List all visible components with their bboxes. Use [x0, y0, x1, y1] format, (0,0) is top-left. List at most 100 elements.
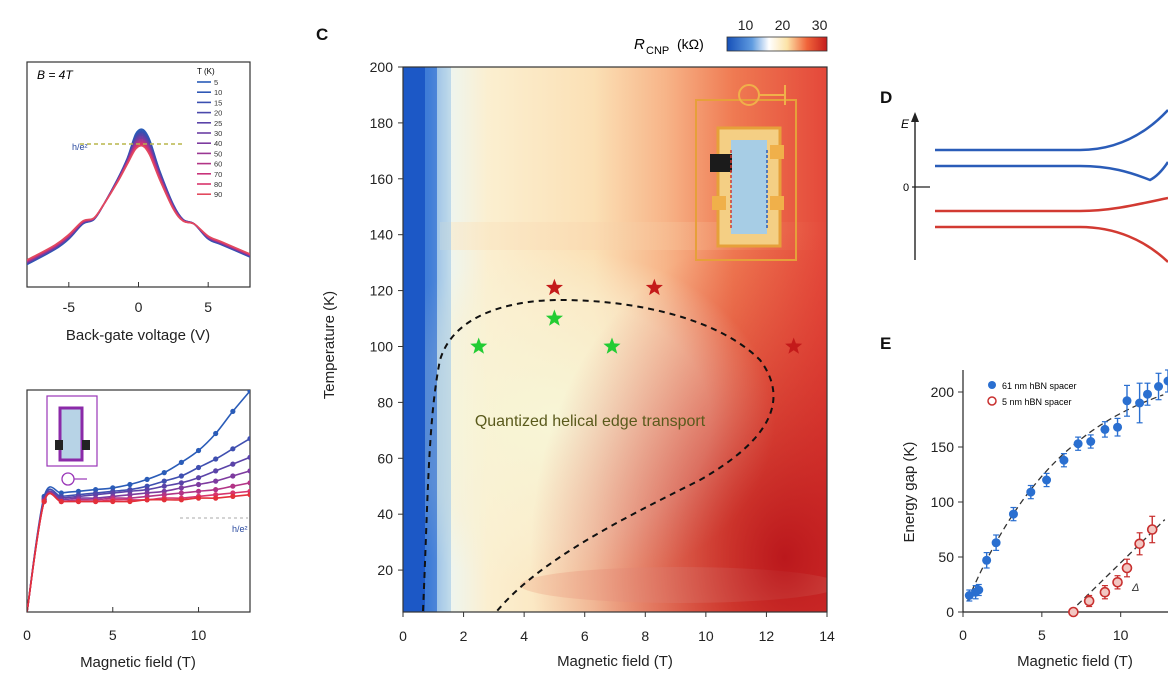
panel-c-colorbar-ramp: [726, 36, 828, 52]
panel-c-colorbar-tick-label: 20: [775, 17, 791, 33]
panel-b-point: [161, 470, 167, 476]
panel-b-point: [230, 446, 236, 452]
panel-a-legend-entry: 90: [214, 190, 222, 199]
panel-b-device-inset-icon: [46, 395, 98, 486]
panel-e-point-5nm: [1099, 586, 1111, 598]
panel-c-green-star: [603, 337, 621, 354]
panel-c-region-label: Quantized helical edge transport: [475, 413, 706, 430]
panel-d-lower-band-1: [935, 196, 1168, 213]
panel-b-point: [195, 495, 202, 501]
panel-a-legend-entry: 15: [214, 98, 222, 107]
panel-e-point-61nm: [1059, 455, 1069, 465]
panel-b-point: [75, 498, 82, 505]
panel-e-point-5nm: [1121, 562, 1133, 574]
panel-e-point-61nm: [1073, 439, 1083, 449]
panel-e-legend-label-61nm: 61 nm hBN spacer: [1002, 381, 1077, 391]
panel-d-upper-band-1: [935, 109, 1168, 152]
panel-e-x-tick-label: 0: [959, 627, 967, 643]
panel-b-curve: [27, 437, 250, 612]
panel-b-point: [230, 493, 236, 499]
panel-b-point: [144, 476, 150, 482]
panel-b-x-tick-label: 10: [191, 627, 207, 643]
panel-c-y-tick-label: 40: [377, 506, 393, 522]
panel-b-quantized-label: h/e²: [232, 524, 248, 534]
panel-b-point: [230, 483, 236, 489]
panel-a-legend-entry: 70: [214, 170, 222, 179]
panel-b-point: [247, 492, 250, 498]
panel-b-point: [195, 464, 202, 471]
panel-a-legend-entry: 30: [214, 129, 222, 138]
panel-b-point: [213, 430, 219, 437]
panel-d-axis-arrow-icon: [911, 112, 919, 122]
panel-a-legend-entry: 80: [214, 180, 222, 189]
panel-b-point: [161, 497, 167, 503]
panel-b-point: [195, 488, 202, 494]
panel-c-red-star: [645, 278, 663, 296]
panel-c-x-tick-label: 8: [641, 628, 649, 644]
panel-e-point-5nm: [1146, 524, 1158, 535]
panel-b-point: [247, 480, 250, 486]
panel-a-legend-entry: 5: [214, 78, 218, 87]
panel-a-x-tick-label: 0: [135, 299, 143, 315]
panel-c-colorbar-tick-label: 30: [812, 17, 828, 33]
panel-b-point: [213, 478, 219, 484]
panel-e-point-61nm: [982, 555, 992, 565]
panel-b-point: [195, 447, 202, 454]
panel-c-y-tick-label: 180: [370, 115, 394, 131]
panel-c-y-tick-label: 120: [370, 283, 394, 299]
panel-c-x-tick-label: 4: [520, 628, 528, 644]
panel-e-letter: E: [880, 334, 891, 353]
panel-c-y-tick-label: 140: [370, 227, 394, 243]
panel-b-point: [213, 487, 219, 493]
panel-c-y-tick-label: 160: [370, 171, 394, 187]
panel-a-legend-entry: 20: [214, 109, 222, 118]
panel-c-colorbar: R CNP (kΩ) 10 20 30: [634, 17, 828, 57]
panel-e-point-61nm: [1026, 487, 1036, 497]
panel-a-legend-entry: 10: [214, 88, 222, 97]
panel-b-point: [213, 468, 219, 474]
panel-e-y-tick-label: 50: [938, 549, 954, 565]
panel-b-point: [110, 498, 116, 505]
panel-b-point: [230, 408, 236, 414]
panel-e-point-61nm: [1086, 437, 1096, 446]
panel-b-point: [144, 497, 150, 503]
panel-e-x-tick-label: 10: [1113, 627, 1129, 643]
panel-a-legend-entry: 40: [214, 139, 222, 148]
panel-e-x-tick-label: 5: [1038, 627, 1046, 643]
panel-c-x-axis-label: Magnetic field (T): [557, 653, 673, 670]
panel-e-fit-5nm: [1069, 519, 1166, 613]
panel-d-band-schematic: D E 0: [880, 88, 1168, 263]
panel-b-point: [230, 473, 236, 479]
panel-b-x-tick-label: 0: [23, 627, 31, 643]
panel-a-curve-90K: [27, 144, 250, 261]
panel-b-point: [247, 436, 250, 442]
panel-d-zero-label: 0: [903, 182, 909, 194]
panel-c-y-axis-label: Temperature (K): [321, 291, 338, 399]
panel-e-point-61nm: [1163, 376, 1168, 386]
panel-a-gate-sweep: B = 4T h/e² T (K) 5101520253040506070809…: [26, 61, 251, 344]
panel-e-point-61nm: [1113, 422, 1123, 432]
panel-e-fit-61nm: [967, 394, 1164, 601]
panel-d-upper-band-2: [935, 161, 1168, 182]
panel-e-point-61nm: [1135, 398, 1145, 408]
panel-a-x-tick-label: -5: [63, 299, 76, 315]
panel-c-x-tick-label: 10: [698, 628, 714, 644]
panel-c-heatmap: C Quantized helical edge transport: [316, 17, 835, 670]
panel-a-field-annotation: B = 4T: [37, 68, 74, 82]
panel-a-legend-entry: 60: [214, 160, 222, 169]
panel-c-x-tick-label: 2: [460, 628, 468, 644]
panel-b-point: [178, 459, 184, 465]
panel-e-point-61nm: [1042, 475, 1052, 485]
panel-e-y-axis-label: Energy gap (K): [901, 442, 918, 543]
panel-e-point-61nm: [1122, 396, 1132, 406]
panel-b-point: [41, 498, 47, 505]
panel-d-energy-label: E: [901, 117, 910, 131]
panel-c-green-star: [545, 309, 563, 326]
panel-e-legend: 61 nm hBN spacer 5 nm hBN spacer: [987, 381, 1077, 407]
panel-b-point: [161, 478, 167, 484]
panel-c-colorbar-tick-label: 10: [738, 17, 754, 33]
panel-e-delta-annotation: Δ: [1131, 582, 1139, 594]
